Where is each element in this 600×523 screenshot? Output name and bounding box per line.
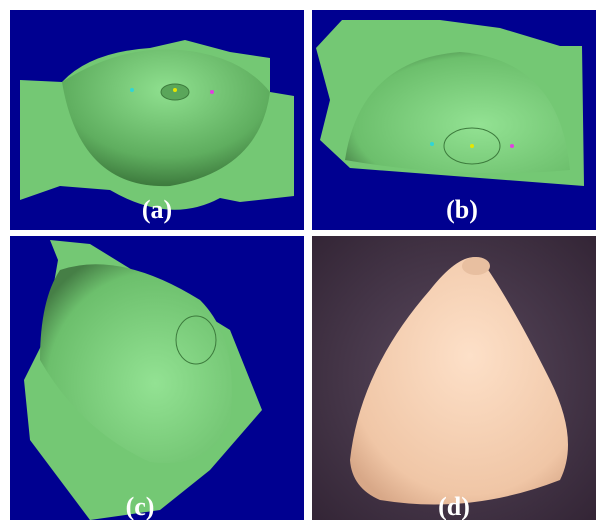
marker [430, 142, 434, 146]
figure: (a) (b) (c) (d) [0, 0, 600, 523]
panel-b: (b) [312, 10, 596, 230]
panel-c: (c) [10, 236, 304, 521]
marker [210, 90, 214, 94]
panel-d: (d) [312, 236, 596, 521]
marker [173, 88, 177, 92]
panel-label: (d) [438, 492, 470, 521]
marker [470, 144, 474, 148]
nipple [462, 257, 490, 275]
marker [130, 88, 134, 92]
panel-label: (b) [446, 195, 478, 224]
panel-label: (a) [142, 195, 172, 224]
panel-label: (c) [126, 492, 155, 521]
panel-a: (a) [10, 10, 304, 230]
marker [510, 144, 514, 148]
